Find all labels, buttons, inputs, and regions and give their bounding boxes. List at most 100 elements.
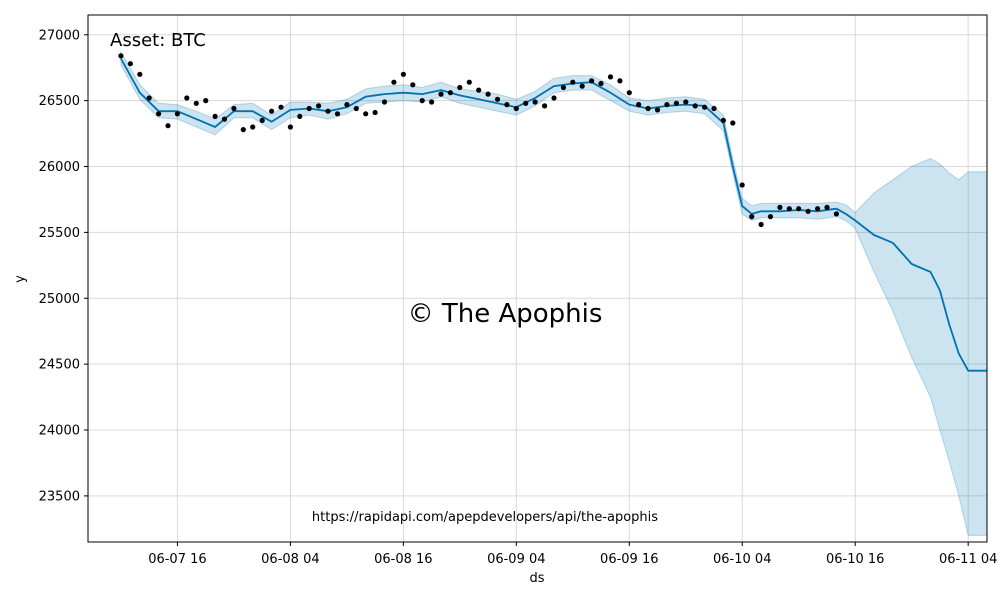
actual-point <box>579 83 585 89</box>
actual-point <box>692 103 698 109</box>
forecast-line <box>120 58 987 372</box>
actual-point <box>815 206 821 212</box>
actual-point <box>683 99 689 105</box>
actual-point <box>165 123 171 129</box>
y-tick-label: 24000 <box>39 424 80 439</box>
actual-point <box>664 102 670 108</box>
actual-point <box>344 102 350 108</box>
actual-point <box>786 206 792 212</box>
actual-point <box>231 105 237 112</box>
actual-point <box>749 214 755 220</box>
grid <box>88 15 987 542</box>
y-axis-title: y <box>13 275 28 283</box>
actual-point <box>466 79 472 85</box>
actual-point <box>758 221 764 228</box>
actual-point <box>560 84 567 91</box>
actual-point <box>287 124 293 130</box>
actual-point <box>476 87 482 93</box>
actual-point <box>363 111 369 117</box>
actual-point <box>297 113 303 119</box>
actual-point <box>589 78 595 84</box>
actual-point <box>513 105 519 112</box>
x-axis-ticks: 06-07 16 06-08 04 06-08 16 06-09 04 06-09 16… <box>148 542 997 567</box>
actual-point <box>711 105 717 112</box>
yhat-line <box>120 58 987 372</box>
x-tick-label: 06-11 04 <box>939 552 997 567</box>
actual-point <box>334 111 341 117</box>
actual-point <box>250 124 256 130</box>
actual-point <box>551 95 557 101</box>
actual-point <box>372 109 378 116</box>
y-axis-ticks: 23500 24000 24500 25000 25500 26000 26500 27000 <box>39 28 88 504</box>
actual-point <box>419 98 425 104</box>
actual-point <box>212 113 218 119</box>
actual-point <box>156 111 162 117</box>
actual-point <box>777 204 783 210</box>
actual-point <box>278 104 284 110</box>
actual-point <box>221 116 228 122</box>
actual-point <box>523 100 529 106</box>
actual-point <box>184 95 190 101</box>
x-tick-label: 06-08 16 <box>374 552 432 567</box>
actual-point <box>730 120 736 126</box>
actual-point <box>447 90 453 96</box>
y-tick-label: 26500 <box>39 94 80 109</box>
x-axis-title: ds <box>529 571 544 586</box>
actual-point <box>240 127 246 133</box>
actual-point <box>306 105 312 112</box>
actual-point <box>598 80 604 87</box>
actual-point <box>127 61 133 67</box>
x-tick-label: 06-10 04 <box>713 552 771 567</box>
actual-point <box>617 78 623 84</box>
actual-point <box>570 79 576 85</box>
y-tick-label: 27000 <box>39 28 80 43</box>
actual-point <box>193 100 199 106</box>
actual-point <box>316 103 322 109</box>
actual-point <box>636 102 642 108</box>
actual-point <box>485 91 491 97</box>
actual-point <box>645 105 651 112</box>
actual-point <box>654 107 661 113</box>
actual-point <box>626 90 632 96</box>
actual-point <box>400 71 406 77</box>
actual-point <box>673 100 680 106</box>
y-tick-label: 25000 <box>39 292 80 307</box>
actual-point <box>381 99 388 105</box>
actual-point <box>118 53 124 59</box>
y-tick-label: 26000 <box>39 160 80 175</box>
actual-point <box>353 105 359 112</box>
actual-point <box>607 74 614 80</box>
actual-point <box>391 79 397 85</box>
plot-frame <box>87 14 988 543</box>
y-tick-label: 23500 <box>39 489 80 504</box>
actual-point <box>146 95 152 101</box>
x-tick-label: 06-08 04 <box>261 552 319 567</box>
x-tick-label: 06-10 16 <box>826 552 884 567</box>
actual-point <box>720 117 727 123</box>
actual-point <box>174 111 180 117</box>
actual-point <box>269 108 275 114</box>
actual-point <box>504 102 510 108</box>
actual-point <box>429 99 435 105</box>
url-annotation: https://rapidapi.com/apepdevelopers/api/… <box>312 510 658 525</box>
actual-point <box>767 214 774 220</box>
x-tick-label: 06-09 04 <box>487 552 545 567</box>
actual-point <box>702 104 708 110</box>
actual-points <box>118 53 840 228</box>
actual-point <box>137 71 143 77</box>
actual-point <box>805 208 811 214</box>
watermark-annotation: © The Apophis <box>408 299 603 329</box>
x-tick-label: 06-07 16 <box>148 552 206 567</box>
actual-point <box>325 108 331 114</box>
actual-point <box>833 211 840 217</box>
actual-point <box>438 91 444 97</box>
y-tick-label: 24500 <box>39 358 80 373</box>
x-tick-label: 06-09 16 <box>600 552 658 567</box>
actual-point <box>796 206 802 212</box>
actual-point <box>824 204 830 210</box>
actual-point <box>494 96 501 102</box>
actual-point <box>410 82 416 88</box>
actual-point <box>542 103 548 109</box>
actual-point <box>259 117 265 123</box>
